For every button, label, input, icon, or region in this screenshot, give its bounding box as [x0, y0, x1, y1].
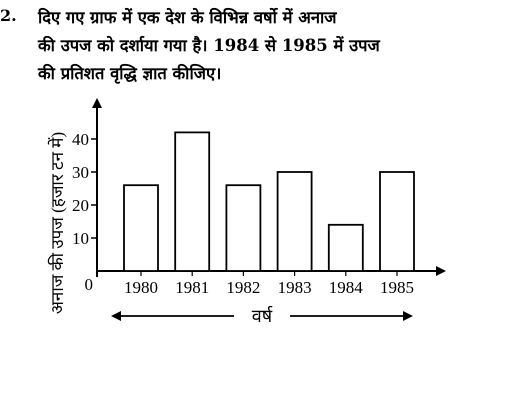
x-tick-label-1982: 1982: [226, 278, 260, 297]
x-tick-label-1980: 1980: [124, 278, 158, 297]
y-tick-label-10: 10: [72, 229, 89, 248]
y-tick-label-20: 20: [72, 196, 89, 215]
chart-bars: [123, 131, 415, 272]
question-line-3: की प्रतिशत वृद्धि ज्ञात कीजिए।: [38, 64, 222, 83]
bar-1985: [379, 171, 415, 272]
y-tick-label-40: 40: [72, 130, 89, 149]
bar-1982: [225, 184, 262, 272]
bar-1980: [123, 184, 159, 272]
x-tick-label-1984: 1984: [329, 278, 364, 297]
bar-1984: [327, 223, 364, 272]
y-axis-label: अनाज की उपज (हजार टन में): [47, 132, 67, 314]
y-tick-label-30: 30: [72, 163, 89, 182]
question-line-2: की उपज को दर्शाया गया है। 1984 से 1985 म…: [38, 36, 380, 55]
question-line-1: दिए गए ग्राफ में एक देश के विभिन्न वर्षो…: [38, 8, 337, 27]
x-tick-label-1981: 1981: [175, 278, 209, 297]
chart-labels: 10 20 30 40 0 1980 1981 1982 1983 1984 1985 वर्ष अना…: [47, 130, 414, 326]
origin-label: 0: [85, 275, 94, 294]
question-text: दिए गए ग्राफ में एक देश के विभिन्न वर्षो…: [38, 4, 450, 88]
x-tick-label-1985: 1985: [380, 278, 414, 297]
question-number: 2.: [0, 6, 17, 25]
x-axis-label: वर्ष: [252, 305, 273, 326]
bar-1983: [276, 171, 313, 272]
bar-1981: [174, 131, 211, 272]
x-tick-label-1983: 1983: [278, 278, 312, 297]
